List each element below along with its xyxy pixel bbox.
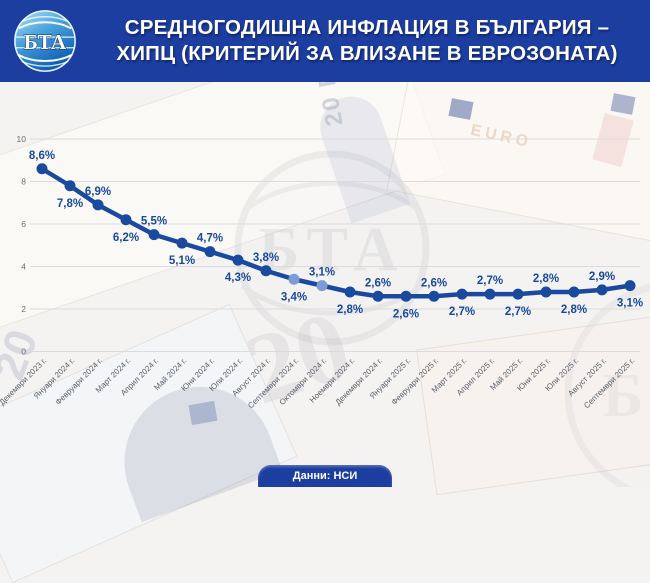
source-badge: Данни: НСИ	[258, 465, 392, 487]
svg-text:2: 2	[21, 304, 26, 314]
svg-text:2,8%: 2,8%	[561, 304, 587, 316]
svg-text:3,8%: 3,8%	[253, 252, 279, 264]
svg-text:6,9%: 6,9%	[85, 186, 111, 198]
svg-text:3,1%: 3,1%	[309, 267, 335, 279]
svg-text:2,6%: 2,6%	[421, 277, 447, 289]
title-line-2: ХИПЦ (КРИТЕРИЙ ЗА ВЛИЗАНЕ В ЕВРОЗОНАТА)	[116, 42, 618, 65]
title-line-1: СРЕДНОГОДИШНА ИНФЛАЦИЯ В БЪЛГАРИЯ –	[124, 16, 610, 39]
svg-text:10: 10	[17, 134, 27, 144]
bta-logo-text: БТА	[24, 30, 67, 54]
svg-text:4,7%: 4,7%	[197, 233, 223, 245]
svg-text:2,9%: 2,9%	[589, 271, 615, 283]
svg-text:6,2%: 6,2%	[113, 232, 139, 244]
svg-text:2,7%: 2,7%	[477, 275, 503, 287]
svg-text:2,6%: 2,6%	[393, 308, 419, 320]
svg-text:2,7%: 2,7%	[449, 306, 475, 318]
svg-text:3,1%: 3,1%	[617, 298, 643, 310]
svg-text:2,8%: 2,8%	[533, 273, 559, 285]
svg-text:2,6%: 2,6%	[365, 277, 391, 289]
svg-text:2,7%: 2,7%	[505, 306, 531, 318]
svg-text:5,5%: 5,5%	[141, 216, 167, 228]
svg-text:Септември 2024 г.: Септември 2024 г.	[246, 356, 300, 410]
svg-text:0: 0	[21, 347, 26, 357]
page-title: СРЕДНОГОДИШНА ИНФЛАЦИЯ В БЪЛГАРИЯ – ХИПЦ…	[0, 15, 650, 67]
bta-logo: БТА	[14, 10, 76, 72]
header-bar: БТА СРЕДНОГОДИШНА ИНФЛАЦИЯ В БЪЛГАРИЯ – …	[0, 0, 650, 82]
svg-text:8,6%: 8,6%	[29, 150, 55, 162]
svg-text:БТА: БТА	[602, 362, 650, 430]
svg-text:2,8%: 2,8%	[337, 304, 363, 316]
svg-text:4,3%: 4,3%	[225, 272, 251, 284]
svg-text:3,4%: 3,4%	[281, 291, 307, 303]
svg-text:6: 6	[21, 219, 26, 229]
svg-text:7,8%: 7,8%	[57, 198, 83, 210]
svg-text:БТА: БТА	[258, 216, 405, 284]
source-label: Данни: НСИ	[292, 470, 358, 482]
bta-watermark-icon: БТА	[564, 283, 650, 487]
svg-text:5,1%: 5,1%	[169, 255, 195, 267]
svg-text:4: 4	[21, 262, 26, 272]
svg-text:Декември 2023 г.: Декември 2023 г.	[0, 356, 48, 407]
svg-text:8: 8	[21, 177, 26, 187]
